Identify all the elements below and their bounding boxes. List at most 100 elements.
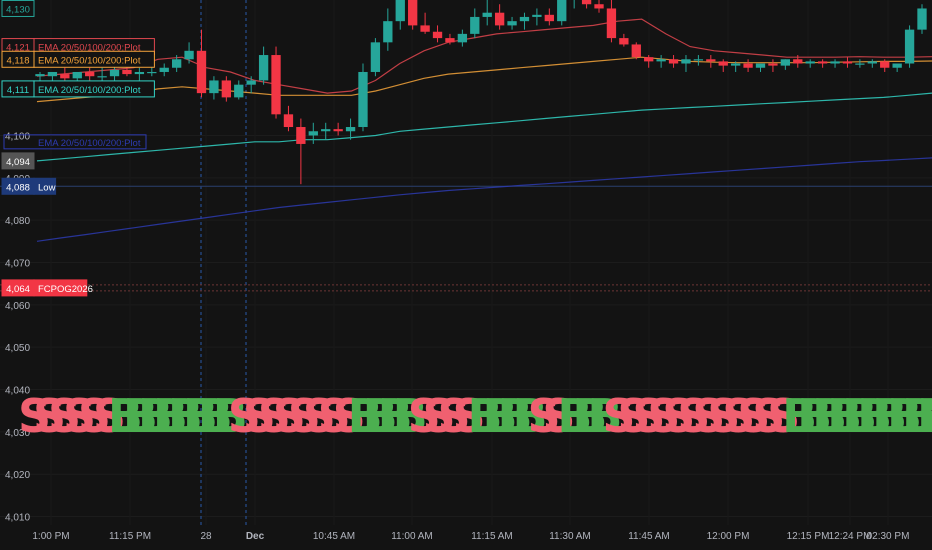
candle-body[interactable] (296, 127, 306, 144)
price-tag-value: 4,088 (6, 182, 30, 193)
candle-body[interactable] (246, 80, 256, 85)
candle-body[interactable] (457, 33, 468, 43)
ema-tag-box (3, 134, 147, 150)
candle-body[interactable] (258, 55, 269, 81)
sell-signal: S (243, 389, 276, 443)
candle-body[interactable] (780, 59, 791, 66)
candle-body[interactable] (631, 44, 641, 58)
candle-body[interactable] (867, 61, 877, 64)
candle-body[interactable] (470, 16, 480, 34)
candle-body[interactable] (904, 29, 915, 64)
price-tag-value: 4,111 (7, 85, 29, 96)
y-tick-label: 4,080 (5, 216, 30, 227)
candle-body[interactable] (619, 38, 629, 45)
candle-body[interactable] (97, 76, 107, 78)
candle-body[interactable] (557, 0, 567, 22)
candle-body[interactable] (768, 63, 778, 66)
candle-body[interactable] (606, 8, 617, 39)
candle-body[interactable] (420, 25, 430, 32)
candle-body[interactable] (755, 63, 766, 68)
candle-body[interactable] (693, 59, 704, 61)
candle-body[interactable] (507, 21, 517, 26)
candle-body[interactable] (743, 63, 753, 68)
x-tick-label: 11:30 AM (549, 531, 591, 542)
candle-body[interactable] (283, 114, 294, 128)
candle-body[interactable] (159, 67, 169, 72)
candle-body[interactable] (482, 12, 492, 17)
candle-body[interactable] (532, 14, 542, 17)
buy-signal: B (512, 389, 547, 443)
candle-body[interactable] (395, 0, 405, 22)
candle-body[interactable] (209, 80, 219, 94)
x-tick-label: 10:45 AM (313, 531, 355, 542)
candle-body[interactable] (85, 71, 95, 77)
candle-body[interactable] (72, 71, 82, 79)
candle-body[interactable] (681, 59, 691, 64)
candle-body[interactable] (892, 63, 902, 68)
candle-body[interactable] (917, 8, 927, 30)
sell-signal: S (318, 389, 351, 443)
sell-signal: S (78, 389, 111, 443)
candle-body[interactable] (171, 59, 182, 68)
candle-body[interactable] (60, 74, 70, 79)
candle-body[interactable] (855, 63, 865, 65)
x-tick-label: 12:00 PM (707, 531, 750, 542)
price-tag-value: 4,130 (6, 4, 30, 15)
sell-signal: S (632, 389, 665, 443)
candle-body[interactable] (668, 59, 679, 64)
candle-body[interactable] (731, 63, 741, 66)
candle-body[interactable] (830, 61, 840, 64)
candle-body[interactable] (805, 61, 815, 64)
buy-signal: B (213, 389, 248, 443)
candle-body[interactable] (184, 50, 194, 60)
candle-body[interactable] (271, 55, 281, 115)
candle-body[interactable] (408, 0, 418, 26)
candle-body[interactable] (47, 71, 58, 77)
price-tag-value: 4,094 (6, 157, 30, 168)
candle-body[interactable] (345, 127, 356, 132)
candle-body[interactable] (793, 59, 803, 64)
candle-body[interactable] (494, 12, 505, 26)
candle-body[interactable] (842, 61, 853, 64)
buy-signal: B (872, 389, 907, 443)
candle-body[interactable] (321, 129, 331, 132)
candle-body[interactable] (122, 69, 132, 75)
candle-body[interactable] (432, 31, 443, 39)
candle-body[interactable] (109, 69, 120, 77)
candle-body[interactable] (358, 71, 368, 128)
candle-body[interactable] (35, 74, 45, 77)
candle-body[interactable] (196, 50, 207, 94)
candle-body[interactable] (644, 57, 654, 62)
candle-body[interactable] (134, 71, 145, 75)
sell-signal: S (273, 389, 306, 443)
x-tick-label: 11:45 AM (628, 531, 670, 542)
candle-body[interactable] (880, 61, 890, 68)
x-tick-label: 12:24 PM (829, 531, 872, 542)
buy-signal: B (587, 389, 622, 443)
candle-body[interactable] (706, 59, 716, 62)
sell-signal: S (438, 389, 471, 443)
candle-body[interactable] (147, 71, 157, 74)
candle-body[interactable] (234, 84, 244, 98)
sell-signal: S (752, 389, 785, 443)
x-tick-label: 02:30 PM (867, 531, 910, 542)
candle-body[interactable] (333, 129, 343, 132)
candle-body[interactable] (544, 14, 554, 22)
candle-body[interactable] (308, 131, 318, 136)
price-tag-label-box (33, 50, 155, 68)
candle-body[interactable] (581, 0, 592, 5)
candle-body[interactable] (656, 59, 666, 62)
candle-body[interactable] (519, 16, 530, 22)
ema-line (36, 157, 932, 242)
sell-signal: S (767, 389, 800, 443)
candle-body[interactable] (221, 80, 231, 98)
candle-body[interactable] (383, 21, 393, 43)
candle-body[interactable] (718, 61, 728, 66)
candle-body[interactable] (817, 61, 828, 64)
candle-body[interactable] (594, 4, 604, 9)
candle-body[interactable] (445, 38, 455, 43)
sell-signal: S (288, 389, 321, 443)
sell-signal: S (423, 389, 456, 443)
candle-body[interactable] (370, 42, 381, 72)
